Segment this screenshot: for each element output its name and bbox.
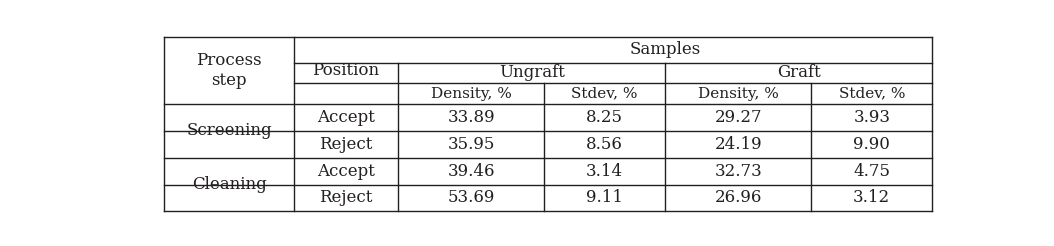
Text: 3.14: 3.14 bbox=[586, 163, 623, 180]
Text: Accept: Accept bbox=[317, 163, 375, 180]
Text: 4.75: 4.75 bbox=[854, 163, 891, 180]
Text: Density, %: Density, % bbox=[431, 87, 511, 101]
Text: Reject: Reject bbox=[319, 189, 373, 206]
Text: Accept: Accept bbox=[317, 109, 375, 126]
Text: Samples: Samples bbox=[629, 41, 701, 58]
Text: 39.46: 39.46 bbox=[447, 163, 495, 180]
Text: 29.27: 29.27 bbox=[715, 109, 762, 126]
Text: 24.19: 24.19 bbox=[715, 136, 762, 153]
Text: Reject: Reject bbox=[319, 136, 373, 153]
Text: 35.95: 35.95 bbox=[448, 136, 494, 153]
Text: Screening: Screening bbox=[187, 123, 272, 139]
Text: 32.73: 32.73 bbox=[715, 163, 762, 180]
Text: Density, %: Density, % bbox=[698, 87, 779, 101]
Text: Process
step: Process step bbox=[196, 52, 261, 89]
Text: Stdev, %: Stdev, % bbox=[839, 87, 905, 101]
Text: 8.56: 8.56 bbox=[586, 136, 623, 153]
Text: Cleaning: Cleaning bbox=[192, 176, 267, 193]
Text: Ungraft: Ungraft bbox=[499, 64, 565, 81]
Text: Position: Position bbox=[312, 62, 379, 79]
Text: Stdev, %: Stdev, % bbox=[571, 87, 638, 101]
Text: 3.93: 3.93 bbox=[854, 109, 891, 126]
Text: 8.25: 8.25 bbox=[586, 109, 623, 126]
Text: 9.90: 9.90 bbox=[854, 136, 891, 153]
Text: 26.96: 26.96 bbox=[715, 189, 762, 206]
Text: Graft: Graft bbox=[777, 64, 821, 81]
Text: 9.11: 9.11 bbox=[586, 189, 623, 206]
Text: 3.12: 3.12 bbox=[853, 189, 891, 206]
Text: 53.69: 53.69 bbox=[448, 189, 494, 206]
Text: 33.89: 33.89 bbox=[447, 109, 495, 126]
